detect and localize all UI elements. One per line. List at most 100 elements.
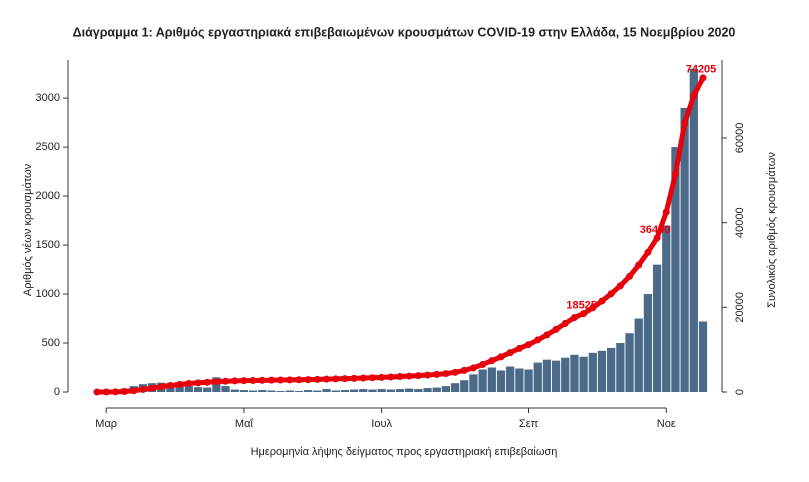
bar [524, 369, 532, 392]
point [305, 376, 312, 383]
bar [543, 360, 551, 392]
y2-tick-label: 20000 [734, 292, 746, 323]
point [341, 375, 348, 382]
point [121, 388, 128, 395]
point [204, 379, 211, 386]
x-tick-label: Ιουλ [371, 418, 392, 430]
bar [607, 348, 615, 392]
bar [442, 386, 450, 392]
bar [635, 319, 643, 392]
point [644, 249, 651, 256]
point [498, 353, 505, 360]
x-tick-label: Σεπ [519, 418, 539, 430]
point [360, 375, 367, 382]
bar [231, 390, 239, 392]
point [415, 372, 422, 379]
point [507, 349, 514, 356]
bar [625, 333, 633, 392]
bar [359, 389, 367, 392]
y-tick-label: 500 [42, 337, 60, 349]
point [452, 369, 459, 376]
point [176, 381, 183, 388]
point [296, 376, 303, 383]
y2-tick-label: 0 [734, 389, 746, 395]
point [617, 282, 624, 289]
bar [690, 69, 698, 392]
bar [203, 388, 211, 392]
point [286, 376, 293, 383]
bar [515, 368, 523, 392]
point [323, 376, 330, 383]
bar [368, 390, 376, 392]
bar [387, 390, 395, 392]
point [268, 377, 275, 384]
point [222, 378, 229, 385]
point [314, 376, 321, 383]
bar [240, 390, 248, 392]
point [185, 380, 192, 387]
point [424, 372, 431, 379]
bar [277, 391, 285, 392]
point [562, 320, 569, 327]
bar [341, 390, 349, 392]
point [378, 374, 385, 381]
point [94, 388, 101, 395]
bar [552, 361, 560, 392]
bar [313, 391, 321, 392]
bar [653, 265, 661, 392]
point [130, 387, 137, 394]
y-tick-label: 1500 [36, 239, 60, 251]
point [195, 379, 202, 386]
bar [644, 294, 652, 392]
point [387, 373, 394, 380]
cumulative-line [97, 78, 703, 392]
point [213, 378, 220, 385]
point [626, 273, 633, 280]
point [681, 120, 688, 127]
bar [295, 391, 303, 392]
point [397, 373, 404, 380]
point [608, 290, 615, 297]
bar [534, 363, 542, 392]
point [112, 388, 119, 395]
point [553, 326, 560, 333]
point [240, 377, 247, 384]
point [635, 261, 642, 268]
point [599, 297, 606, 304]
point [231, 377, 238, 384]
bar [598, 351, 606, 392]
point [332, 375, 339, 382]
x-tick-label: Νοε [657, 418, 676, 430]
bar [414, 389, 422, 392]
bar [469, 374, 477, 392]
bar [396, 389, 404, 392]
point [250, 377, 257, 384]
bar [589, 353, 597, 392]
point [672, 170, 679, 177]
x-tick-label: Μαρ [95, 418, 117, 430]
point [167, 382, 174, 389]
value-label: 36400 [640, 224, 671, 236]
x-tick-label: Μαΐ [235, 418, 254, 430]
point [488, 357, 495, 364]
bar [699, 321, 707, 392]
bar [249, 391, 257, 392]
point [139, 386, 146, 393]
bar [258, 390, 266, 392]
point [516, 345, 523, 352]
y2-tick-label: 40000 [734, 207, 746, 238]
bar [460, 380, 468, 392]
y-tick-label: 2000 [36, 190, 60, 202]
bar [506, 367, 514, 392]
point [369, 374, 376, 381]
bar [479, 369, 487, 392]
y-tick-label: 1000 [36, 288, 60, 300]
point [158, 383, 165, 390]
bar [662, 225, 670, 392]
bar [451, 383, 459, 392]
bar [616, 343, 624, 392]
point [663, 209, 670, 216]
bar [286, 391, 294, 392]
x-axis-label: Ημερομηνία λήψης δείγματος προς εργαστηρ… [251, 446, 558, 458]
